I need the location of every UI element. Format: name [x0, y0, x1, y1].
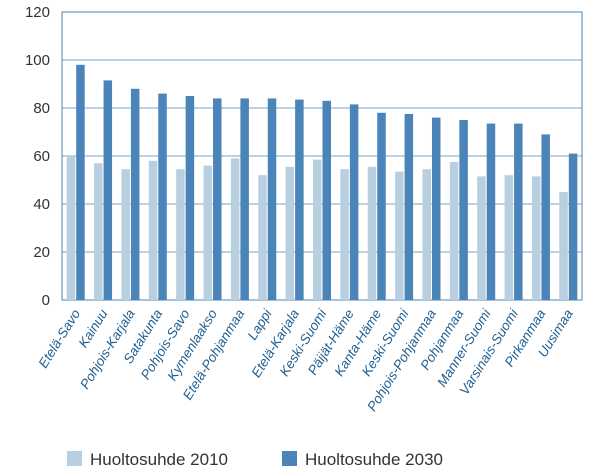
bar-2030 — [130, 88, 140, 300]
bar-2010 — [230, 158, 240, 300]
bar-2030 — [541, 134, 550, 300]
bar-2010 — [340, 169, 349, 300]
legend: Huoltosuhde 2010 Huoltosuhde 2030 — [67, 450, 443, 469]
bar-2010 — [258, 175, 267, 300]
y-tick-label: 120 — [25, 4, 50, 21]
y-tick-label: 60 — [33, 148, 50, 165]
bar-2010 — [504, 175, 514, 300]
bar-2010 — [531, 176, 541, 300]
bar-2030 — [459, 120, 468, 300]
bar-2030 — [76, 64, 85, 300]
bar-2010 — [285, 166, 295, 300]
y-tick-label: 20 — [33, 244, 50, 261]
bar-2010 — [203, 165, 213, 300]
bar-2030 — [185, 96, 195, 300]
bar-2030 — [568, 153, 578, 300]
bar-2030 — [267, 98, 277, 301]
bar-2010 — [313, 159, 322, 300]
bar-2010 — [422, 169, 431, 300]
bar-2030 — [103, 80, 113, 301]
y-tick-label: 100 — [25, 52, 50, 69]
grid — [62, 59, 582, 253]
bar-2030 — [431, 117, 441, 300]
bar-2010 — [449, 162, 459, 300]
bar-2010 — [395, 171, 404, 300]
bar-2010 — [121, 169, 130, 300]
bar-2030 — [213, 98, 222, 301]
bar-2030 — [377, 112, 386, 300]
y-tick-label: 0 — [42, 292, 50, 309]
y-tick-label: 80 — [33, 100, 50, 117]
legend-swatch-2010 — [67, 451, 82, 466]
y-tick-label: 40 — [33, 196, 50, 213]
bar-2030 — [158, 93, 167, 300]
bar-2010 — [94, 163, 103, 300]
bar-2010 — [176, 169, 185, 300]
bar-2030 — [349, 104, 359, 301]
legend-label-2010: Huoltosuhde 2010 — [90, 450, 228, 469]
bar-2010 — [148, 160, 158, 300]
legend-label-2030: Huoltosuhde 2030 — [305, 450, 443, 469]
bar-2030 — [240, 98, 249, 301]
bar-2030 — [322, 100, 331, 300]
y-axis-ticks: 0 20 40 60 80 100 120 — [25, 4, 50, 309]
bar-2010 — [477, 176, 486, 300]
bar-2030 — [486, 123, 496, 300]
bars — [66, 64, 578, 301]
bar-2030 — [295, 99, 304, 300]
bar-2030 — [404, 114, 414, 300]
bar-2030 — [514, 123, 523, 300]
bar-2010 — [559, 192, 568, 300]
bar-2010 — [367, 166, 377, 300]
x-tick-label: Etelä-Savo — [36, 306, 84, 370]
bar-2010 — [66, 156, 76, 300]
legend-swatch-2030 — [282, 451, 297, 466]
x-axis-labels: Etelä-SavoKainuuPohjois-KarjalaSatakunta… — [36, 306, 577, 414]
